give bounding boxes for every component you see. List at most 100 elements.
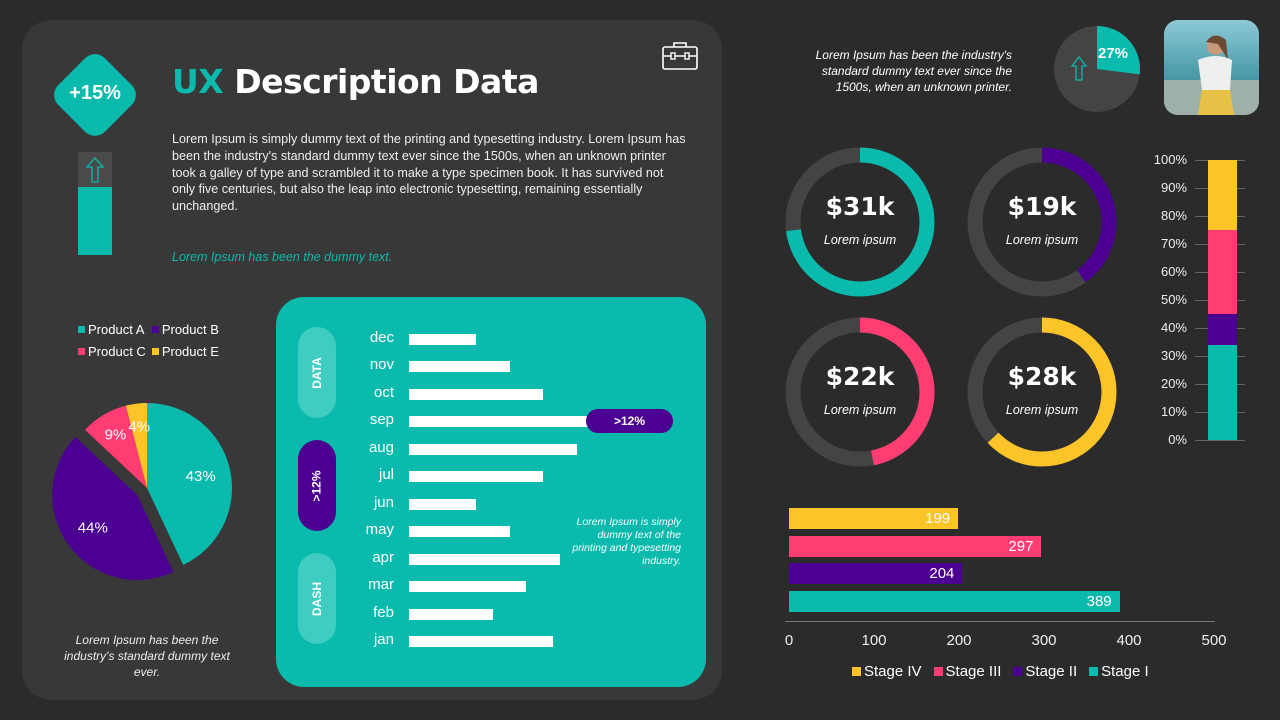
months-note: Lorem Ipsum is simply dummy text of the …	[572, 516, 681, 567]
month-label: may	[365, 521, 394, 539]
y-tick-label: 50%	[1160, 292, 1187, 307]
pie-label: 4%	[128, 418, 150, 435]
top-note: Lorem Ipsum has been the industry's stan…	[815, 48, 1012, 94]
y-tick-label: 10%	[1160, 404, 1187, 419]
month-label: apr	[372, 548, 394, 566]
y-tick-label: 60%	[1160, 264, 1187, 279]
pill-percent[interactable]: >12%	[298, 440, 336, 531]
legend-swatch	[933, 667, 943, 676]
month-bar	[409, 553, 560, 565]
x-tick-label: 100	[861, 632, 887, 649]
legend-swatch	[78, 348, 85, 355]
pie-slice	[147, 403, 232, 565]
legend-swatch	[78, 326, 85, 333]
y-tick-label: 80%	[1160, 208, 1187, 223]
pill-data[interactable]: DATA	[298, 327, 336, 418]
donut-label: Lorem ipsum	[1005, 403, 1079, 417]
y-tick-label: 0%	[1168, 432, 1187, 447]
legend-label: Product E	[161, 344, 219, 359]
legend-label: Product B	[161, 322, 219, 337]
month-bar	[409, 443, 577, 455]
pie-label: 43%	[186, 468, 216, 485]
donut-chart	[967, 147, 1117, 297]
pill-dash[interactable]: DASH	[298, 553, 336, 644]
y-tick-label: 20%	[1160, 376, 1187, 391]
pie-caption: Lorem Ipsum has been the industry's stan…	[64, 633, 230, 679]
month-bar	[409, 608, 493, 620]
month-bar	[409, 361, 510, 373]
month-bar	[409, 388, 543, 400]
donut-arc	[967, 317, 1117, 467]
x-tick-label: 200	[946, 632, 972, 649]
legend-label: Product A	[88, 322, 145, 337]
donut-value: $31k	[825, 192, 895, 221]
x-tick-label: 500	[1201, 632, 1227, 649]
y-tick-label: 90%	[1160, 180, 1187, 195]
legend-label: Stage IV	[864, 663, 922, 680]
gridline	[1195, 440, 1245, 441]
legend-item: Stage III	[933, 663, 1001, 680]
month-bar	[409, 526, 510, 538]
donut-label: Lorem ipsum	[823, 403, 897, 417]
month-label: sep	[369, 411, 394, 429]
legend-swatch	[151, 326, 159, 333]
month-bar	[409, 334, 476, 345]
legend-item: Product B	[151, 322, 219, 337]
legend-swatch	[151, 348, 159, 355]
pie-legend: Product A Product B Product C Product E	[78, 322, 219, 359]
stacked-segment	[1208, 230, 1237, 314]
stage-bar	[789, 563, 963, 585]
stage-bar	[789, 535, 1042, 557]
stacked-segment	[1208, 160, 1237, 230]
legend-label: Stage I	[1101, 663, 1149, 680]
x-tick-label: 0	[784, 632, 794, 649]
legend-swatch	[1089, 667, 1099, 676]
legend-item: Stage I	[1089, 663, 1149, 680]
pie-slice	[85, 405, 147, 488]
stage-value-label: 204	[929, 565, 955, 583]
pie-label: 44%	[78, 519, 108, 536]
stage-bar	[789, 508, 959, 529]
pie-slice	[125, 403, 147, 488]
pie-slice	[52, 436, 174, 581]
x-tick-label: 300	[1031, 632, 1057, 649]
sep-highlight-badge: >12%	[586, 409, 673, 433]
donut-chart	[967, 317, 1117, 467]
month-label: feb	[373, 603, 394, 621]
donut-label: Lorem ipsum	[1005, 233, 1079, 247]
donut-value: $28k	[1007, 362, 1077, 391]
arrow-box	[78, 152, 112, 187]
pie-label: 9%	[105, 427, 127, 444]
y-tick-label: 100%	[1153, 152, 1187, 167]
stage-value-label: 389	[1086, 593, 1112, 611]
month-bar	[409, 498, 476, 510]
growth-bar	[78, 187, 112, 255]
stage-value-label: 199	[925, 510, 951, 527]
profile-photo	[1164, 20, 1259, 115]
month-label: nov	[369, 356, 394, 374]
stage-legend: Stage IV Stage III Stage II Stage I	[852, 663, 1149, 680]
month-bar	[409, 416, 590, 428]
legend-swatch	[1013, 667, 1023, 676]
donut-value: $19k	[1007, 192, 1077, 221]
legend-item: Stage II	[1013, 663, 1077, 680]
donut-value: $22k	[825, 362, 895, 391]
legend-item: Product C	[78, 344, 146, 359]
month-label: jan	[373, 630, 394, 648]
month-label: aug	[368, 438, 394, 456]
donut-arc	[785, 147, 935, 297]
month-label: jul	[378, 466, 394, 484]
x-tick-label: 400	[1116, 632, 1142, 649]
month-label: dec	[369, 329, 394, 346]
legend-label: Product C	[88, 344, 146, 359]
arrow-up-icon	[1070, 55, 1088, 81]
y-tick-label: 70%	[1160, 236, 1187, 251]
month-label: oct	[373, 383, 394, 401]
donut-arc	[785, 317, 935, 467]
legend-item: Product A	[78, 322, 146, 337]
stacked-segment	[1208, 344, 1237, 440]
legend-swatch	[852, 667, 861, 676]
legend-label: Stage II	[1025, 663, 1078, 680]
month-label: mar	[368, 576, 394, 594]
y-tick-label: 30%	[1160, 348, 1187, 363]
